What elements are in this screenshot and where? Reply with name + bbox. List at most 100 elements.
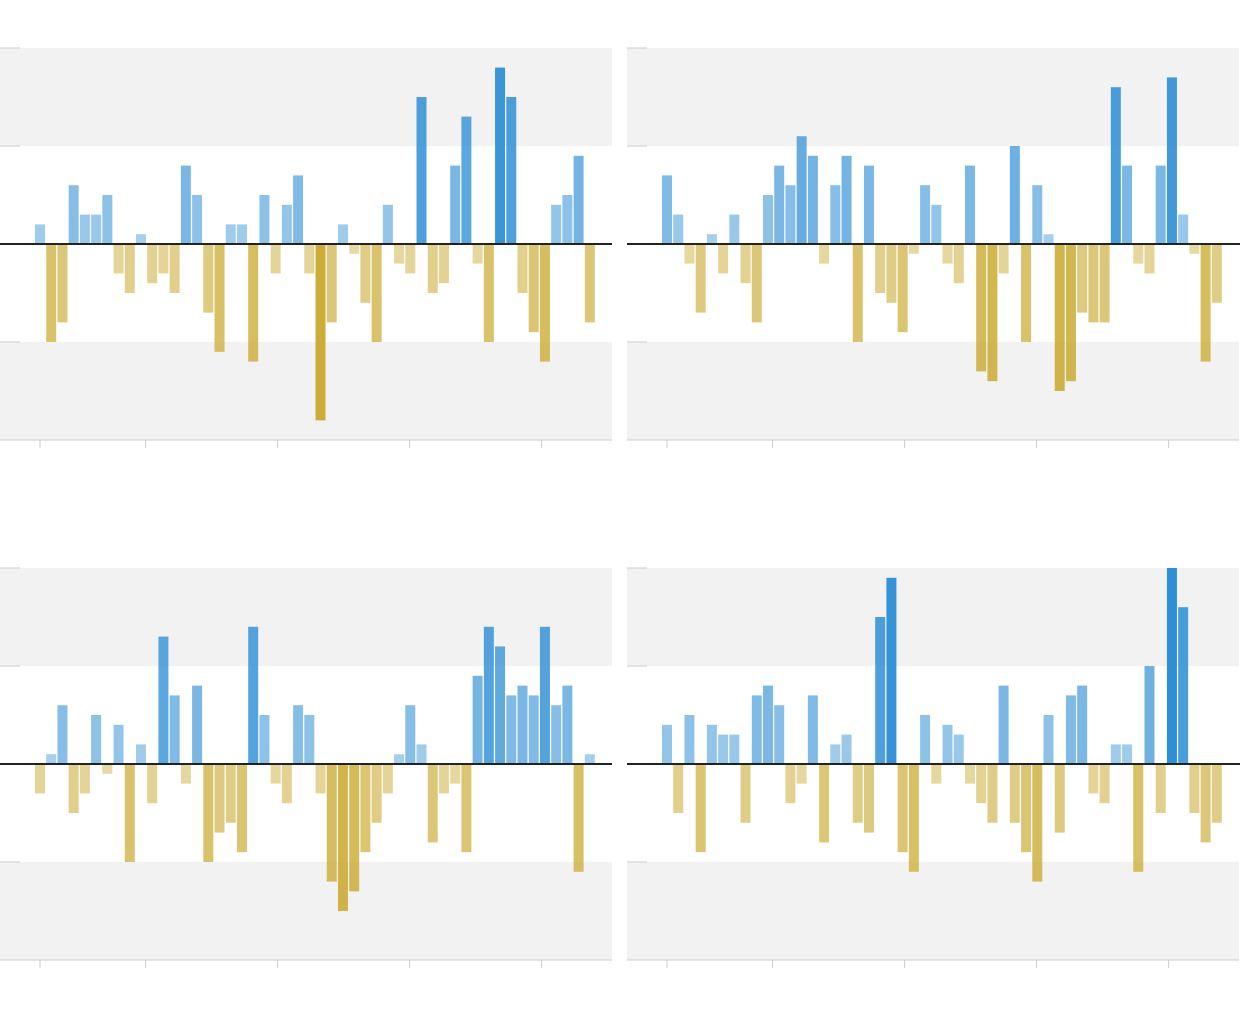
bar [863,165,874,244]
bar [270,244,281,274]
bar [897,244,908,333]
bar [976,244,987,372]
bar [506,97,517,244]
bar [774,165,785,244]
bar [1155,165,1166,244]
panel [627,567,1240,968]
bar [203,764,214,862]
bar [315,764,326,794]
bar [1189,764,1200,813]
bar [360,764,371,853]
bar [1077,244,1088,313]
bar [1144,666,1155,764]
bar [517,244,528,293]
bar [729,214,740,244]
bar [718,734,729,764]
bar [573,764,584,872]
bar [337,224,348,244]
bar [551,705,562,764]
bar [180,165,191,244]
bar [852,244,863,342]
bar [740,244,751,284]
bar [830,744,841,764]
bar [1133,244,1144,264]
bar [1043,715,1054,764]
panel [0,47,612,448]
bar [1099,764,1110,804]
bar [236,224,247,244]
bar [931,204,942,244]
bar [147,764,158,804]
bar [326,764,337,882]
bar [1021,244,1032,342]
bar [135,234,146,244]
bar [673,764,684,813]
bar [819,764,830,843]
bar [304,244,315,274]
bar [886,577,897,764]
bar [405,705,416,764]
grid-band [627,862,1239,960]
bar [1054,244,1065,391]
bar [584,754,595,764]
bar [528,244,539,333]
bar [259,715,270,764]
bar [718,244,729,274]
bar [1178,214,1189,244]
bar [293,705,304,764]
bar [337,764,348,911]
bar [1178,607,1189,764]
bar [562,195,573,244]
grid-band [0,48,612,146]
bar [875,244,886,293]
bar [113,724,124,764]
bar [920,715,931,764]
bar [326,244,337,323]
bar [405,244,416,274]
bar [706,234,717,244]
bar [920,185,931,244]
bar [863,764,874,833]
bar [259,195,270,244]
bar [225,764,236,823]
bar [169,695,180,764]
bar [34,224,45,244]
bar [841,155,852,244]
bar [807,155,818,244]
bar [382,204,393,244]
bar [830,185,841,244]
bar [796,764,807,784]
bar [360,244,371,303]
bar [1077,685,1088,764]
bar [495,646,506,764]
panel [627,47,1240,448]
bar [1065,695,1076,764]
bar [124,764,135,862]
bar [796,136,807,244]
bar [203,244,214,313]
bar [248,626,259,764]
bar [661,724,672,764]
bar [1009,146,1020,244]
bar [1155,764,1166,813]
bar [1166,568,1177,764]
bar [908,764,919,872]
bar [34,764,45,794]
bar [1065,244,1076,382]
bar [102,764,113,774]
bar [729,734,740,764]
bar [483,626,494,764]
bar [192,195,203,244]
bar [91,214,102,244]
bar [1200,244,1211,362]
bar [807,695,818,764]
bar [506,695,517,764]
bar [169,244,180,293]
bar [1110,744,1121,764]
bar [57,244,68,323]
bar [46,754,57,764]
bar [214,244,225,352]
bar [79,764,90,794]
bar [394,754,405,764]
bar [684,244,695,264]
